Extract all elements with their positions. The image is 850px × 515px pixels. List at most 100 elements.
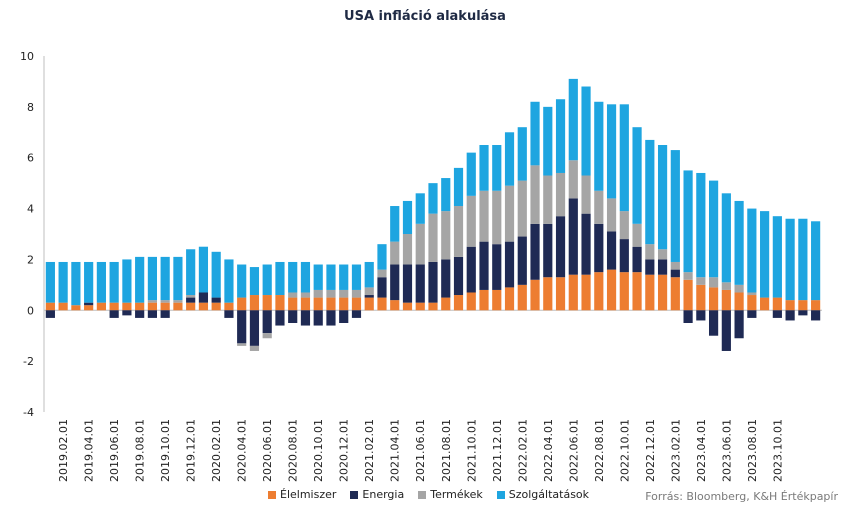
bar-segment [402,234,413,265]
bar-segment [785,300,795,311]
bar-segment [71,305,81,311]
x-tick-label: 2021.08.01 [440,419,453,482]
bar-segment [530,223,540,280]
bar-segment [300,261,311,293]
bars [45,78,821,351]
bar-segment [530,165,540,224]
bar-segment [453,206,464,257]
bar-segment [466,246,476,293]
bar-segment [453,295,464,311]
bar-segment [339,310,349,323]
x-tick-label: 2020.04.01 [236,419,249,482]
bar-segment [441,297,451,311]
bar-segment [428,261,438,303]
bar-segment [428,302,438,311]
bar-segment [645,244,655,260]
bar-segment [339,289,349,298]
y-tick-label: 10 [20,50,34,63]
x-tick-label: 2021.10.01 [465,419,478,482]
bar-segment [377,277,387,298]
bar-segment [326,289,336,298]
bar-segment [122,302,132,311]
bar-segment [160,300,170,303]
bar-segment [84,261,94,303]
bar-segment [147,300,158,303]
bar-segment [96,302,106,311]
y-tick-label: -4 [23,406,34,419]
bar-segment [504,287,515,311]
bar-segment [555,216,566,278]
legend-label: Energia [362,488,405,501]
bar-segment [632,223,642,247]
bar-segment [249,267,260,296]
bar-segment [657,274,668,311]
bar-segment [772,310,782,318]
bar-segment [313,310,323,326]
bar-segment [492,244,502,290]
bar-segment [683,310,693,323]
x-tick-label: 2020.10.01 [312,419,325,482]
bar-segment [798,310,808,316]
bar-segment [262,333,272,339]
bar-segment [721,310,731,351]
bar-segment [147,302,158,311]
bar-segment [721,282,731,290]
x-tick-label: 2019.08.01 [134,419,147,482]
bar-segment [619,104,629,212]
y-tick-label: 4 [27,203,34,216]
legend-label: Szolgáltatások [508,488,590,501]
bar-segment [262,295,272,311]
bar-segment [160,310,170,318]
bar-segment [415,302,425,311]
bar-segment [186,297,196,303]
bar-segment [300,292,311,298]
bar-segment [734,292,744,311]
bar-segment [313,264,323,290]
bar-segment [734,200,744,285]
bar-segment [441,259,451,298]
x-tick-label: 2019.04.01 [83,419,96,482]
bar-segment [645,259,655,275]
bar-segment [670,269,680,278]
bar-segment [377,244,387,270]
bar-segment [377,269,387,278]
bar-segment [568,198,578,275]
bar-segment [760,211,770,298]
bar-segment [479,145,489,191]
bar-segment [84,305,94,311]
bar-segment [734,284,744,293]
x-tick-label: 2023.06.01 [720,419,733,482]
bar-segment [224,302,234,311]
bar-segment [772,216,782,298]
bar-segment [249,345,260,351]
bar-segment [428,213,438,262]
bar-segment [785,218,795,301]
bar-segment [811,310,821,321]
bar-segment [504,132,515,186]
x-tick-label: 2023.10.01 [771,419,784,482]
bar-segment [760,297,770,311]
bar-segment [581,274,591,311]
bar-segment [708,277,719,288]
x-tick-label: 2023.04.01 [695,419,708,482]
bar-segment [670,277,680,311]
x-tick-label: 2019.06.01 [108,419,121,482]
bar-segment [351,297,362,311]
bar-segment [453,167,464,207]
bar-segment [122,259,132,303]
y-tick-label: -2 [23,355,34,368]
bar-segment [696,172,706,278]
x-tick-label: 2022.12.01 [644,419,657,482]
bar-segment [530,101,540,166]
bar-segment [275,295,285,311]
bar-segment [747,310,757,318]
bar-segment [390,206,400,242]
bar-segment [275,310,285,326]
bar-segment [377,297,387,311]
bar-segment [249,310,260,346]
x-tick-label: 2023.02.01 [669,419,682,482]
legend-swatch [268,490,276,499]
bar-segment [45,310,55,318]
bar-segment [606,269,617,311]
bar-segment [696,310,706,321]
